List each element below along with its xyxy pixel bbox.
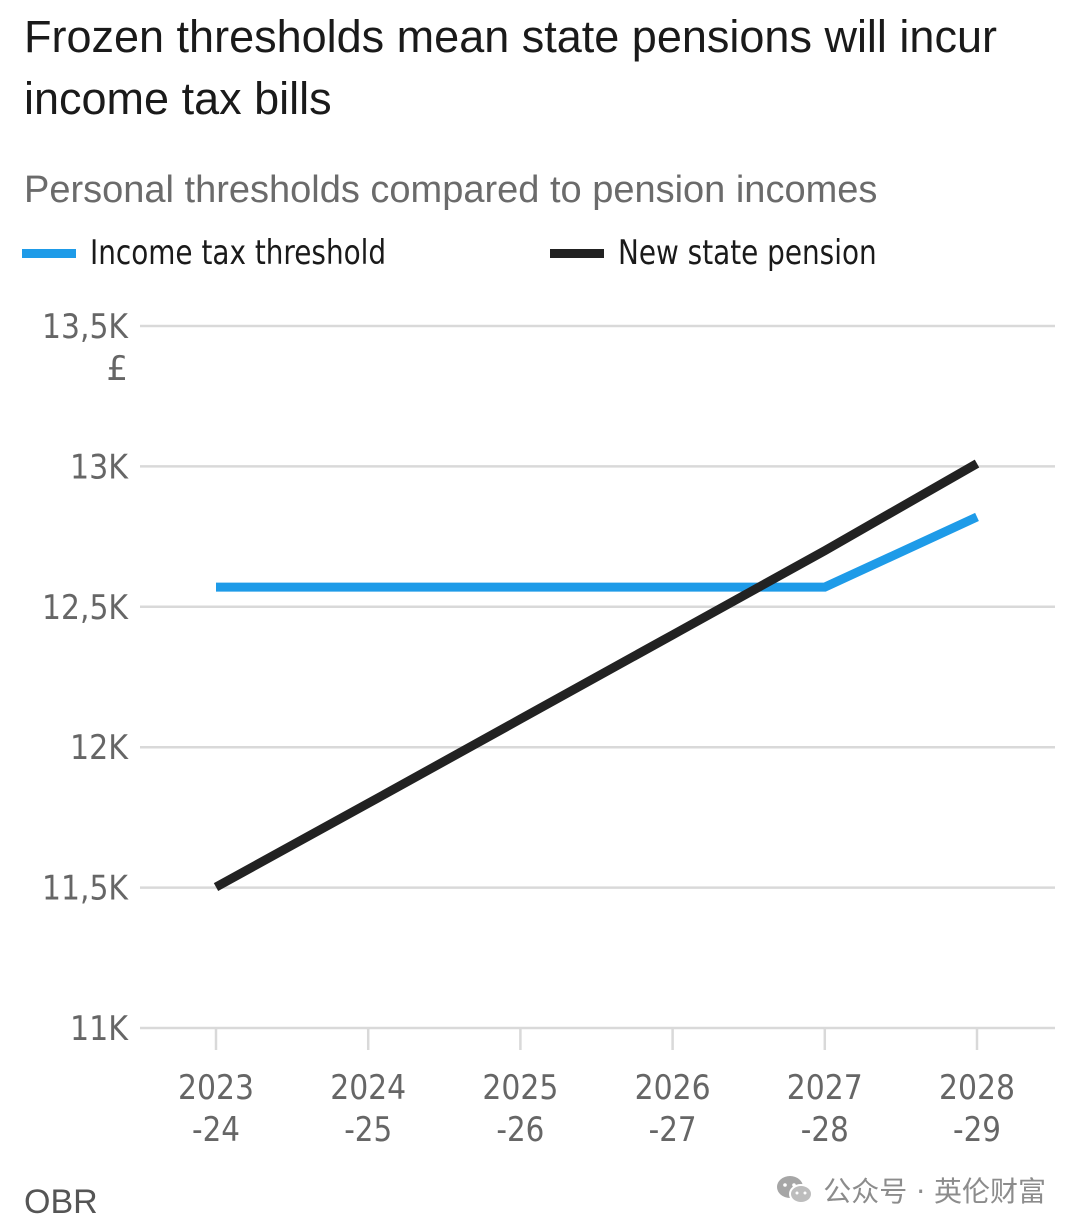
x-tick-label: 2027 <box>787 1068 863 1108</box>
x-tick-label: 2023 <box>178 1068 254 1108</box>
legend-item-income-tax-threshold: Income tax threshold <box>22 228 451 278</box>
x-tick-label: 2026 <box>635 1068 711 1108</box>
legend-label-new-state-pension: New state pension <box>618 233 877 273</box>
x-tick-label: -26 <box>496 1110 544 1150</box>
y-tick-label: 11,5K <box>42 869 129 909</box>
watermark: 公众号 · 英伦财富 <box>775 1170 1046 1210</box>
legend-label-income-tax-threshold: Income tax threshold <box>90 233 387 273</box>
y-tick-label: 13K <box>70 447 130 487</box>
y-tick-label: 12K <box>70 728 130 768</box>
x-tick-label: 2028 <box>939 1068 1015 1108</box>
x-tick-label: -27 <box>649 1110 697 1150</box>
x-tick-label: -29 <box>953 1110 1001 1150</box>
y-tick-label: 13,5K <box>42 307 129 347</box>
watermark-text: 公众号 · 英伦财富 <box>823 1175 1046 1208</box>
x-tick-label: -25 <box>344 1110 392 1150</box>
chart-subtitle: Personal thresholds compared to pension … <box>24 169 878 211</box>
chart-title: Frozen thresholds mean state pensions wi… <box>24 11 997 124</box>
y-tick-label: 11K <box>70 1009 130 1049</box>
legend-item-new-state-pension: New state pension <box>550 228 933 278</box>
series-line-income-tax-threshold <box>216 512 979 592</box>
source-label: OBR <box>24 1183 98 1221</box>
y-unit-label: £ <box>106 349 128 389</box>
legend-swatch-income-tax-threshold <box>22 248 76 258</box>
y-tick-label: 12,5K <box>42 588 129 628</box>
series-line-new-state-pension <box>213 459 980 891</box>
legend-swatch-new-state-pension <box>550 248 604 258</box>
x-tick-label: 2025 <box>482 1068 558 1108</box>
x-tick-label: -28 <box>801 1110 849 1150</box>
wechat-icon <box>777 1176 814 1204</box>
x-tick-label: 2024 <box>330 1068 406 1108</box>
x-tick-label: -24 <box>192 1110 240 1150</box>
